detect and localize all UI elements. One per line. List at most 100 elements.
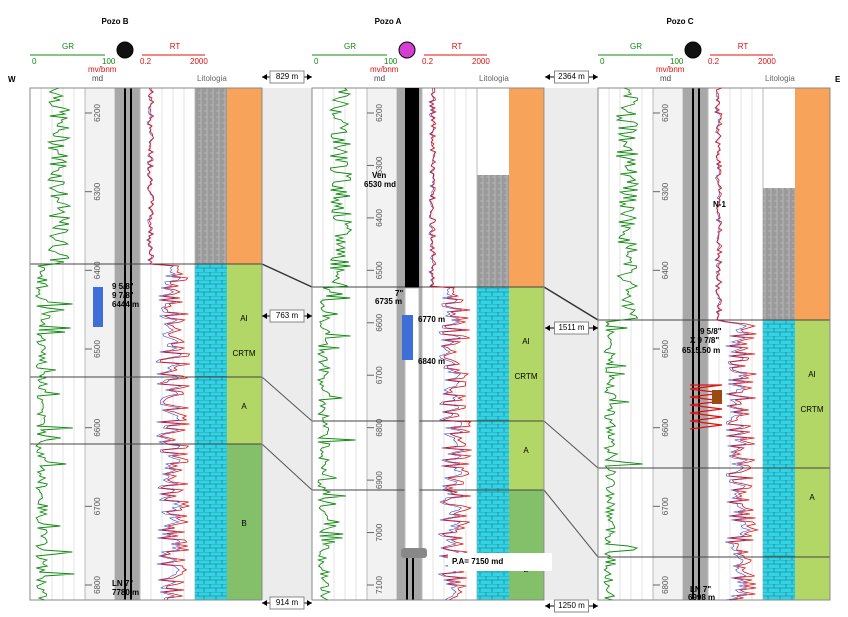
distance-box [269,596,305,610]
gr-label: GR [62,42,74,51]
correlation-line [543,286,599,321]
rt-max: 2000 [190,57,208,66]
unit-mid [509,287,544,490]
unit-label: AI [240,314,248,323]
rt-max: 2000 [472,57,490,66]
depth-tick-label: 6200 [661,104,670,122]
tubing [405,88,419,288]
depth-tick-label: 6800 [661,576,670,594]
note: LN 7" [112,579,133,588]
depth-tick-label: 6400 [93,261,102,279]
rt-min: 0.2 [708,57,720,66]
depth-tick-label: 6200 [93,104,102,122]
note: 7" [395,289,403,298]
well-icon [684,41,702,59]
note: X 9 7/8" [690,336,719,345]
gr-max: 100 [102,57,116,66]
rt-curve [147,87,191,601]
note: 6770 m [418,315,445,324]
correlation-line [261,376,313,422]
note: 6444 m [112,300,139,309]
lith-carbonate [477,287,509,600]
depth-tick-label: 6700 [375,366,384,384]
unit-mid [795,320,830,600]
distance-box [269,309,305,323]
distance-label: 1250 m [558,601,585,610]
plug [401,548,427,558]
unit-label: CRTM [801,405,824,414]
gr-label: GR [344,42,356,51]
lith-label: Litologia [765,74,795,83]
perforation [402,315,413,360]
unit-label: A [809,493,815,502]
correlation-line [261,443,313,491]
gap [545,88,598,600]
gr-max: 100 [384,57,398,66]
rt-unit: mv/bnm [656,65,685,74]
rt-curve-b [714,87,751,601]
depth-track [84,87,116,601]
lith-shale [763,188,795,320]
lith-carbonate [763,320,795,600]
distance-label: 1511 m [558,323,584,332]
unit-label: CRTM [233,349,256,358]
packer [712,390,722,404]
gap [262,88,312,600]
gr-min: 0 [600,57,605,66]
well-icon [116,41,134,59]
unit-mid [227,264,262,444]
rt-curve-b [146,87,183,601]
note: N-1 [713,200,726,209]
depth-tick-label: 6600 [93,418,102,436]
well-icon [398,41,416,59]
lith-label: Litologia [197,74,227,83]
depth-tick-label: 6600 [661,418,670,436]
note: 6530 md [364,180,396,189]
rt-unit: mv/bnm [88,65,117,74]
distance-box [269,70,305,84]
compass-w: W [8,75,16,84]
rt-curve [429,87,472,601]
correlation-line [543,489,599,558]
distance-box [554,599,589,613]
depth-track [366,87,398,601]
unit-upper [795,88,830,320]
unit-label: A [523,446,529,455]
panel-border [311,87,545,601]
unit-lower [227,444,262,600]
rt-label: RT [170,42,181,51]
distance-label: 2364 m [558,72,585,81]
depth-tick-label: 6400 [661,261,670,279]
compass-e: E [835,75,841,84]
depth-tick-label: 6800 [93,576,102,594]
depth-tick-label: 6500 [661,340,670,358]
gr-track [597,87,654,601]
depth-unit: md [660,74,671,83]
lith-shale [477,175,509,287]
unit-lower [509,490,544,600]
correlation-line [261,263,313,288]
unit-upper [509,88,544,287]
note-bg [448,553,552,571]
rt-max: 2000 [758,57,776,66]
note: 6735 m [375,297,402,306]
depth-unit: md [374,74,385,83]
note: LN 7" [690,585,711,594]
wellbore [115,88,140,600]
gr-curve [316,87,356,601]
unit-label: AI [522,337,530,346]
gr-curve [603,87,643,601]
perforation [93,287,103,327]
rt-min: 0.2 [422,57,434,66]
distance-box [554,70,589,84]
distance-label: 829 m [276,72,299,81]
depth-tick-label: 6300 [93,182,102,200]
well-name: Pozo A [375,17,402,26]
arrow-head [262,74,312,80]
depth-tick-label: 6400 [375,208,384,226]
well-name: Pozo C [666,17,693,26]
rt-unit: mv/bnm [370,65,399,74]
lith-shale [195,88,227,264]
unit-label: B [241,519,246,528]
